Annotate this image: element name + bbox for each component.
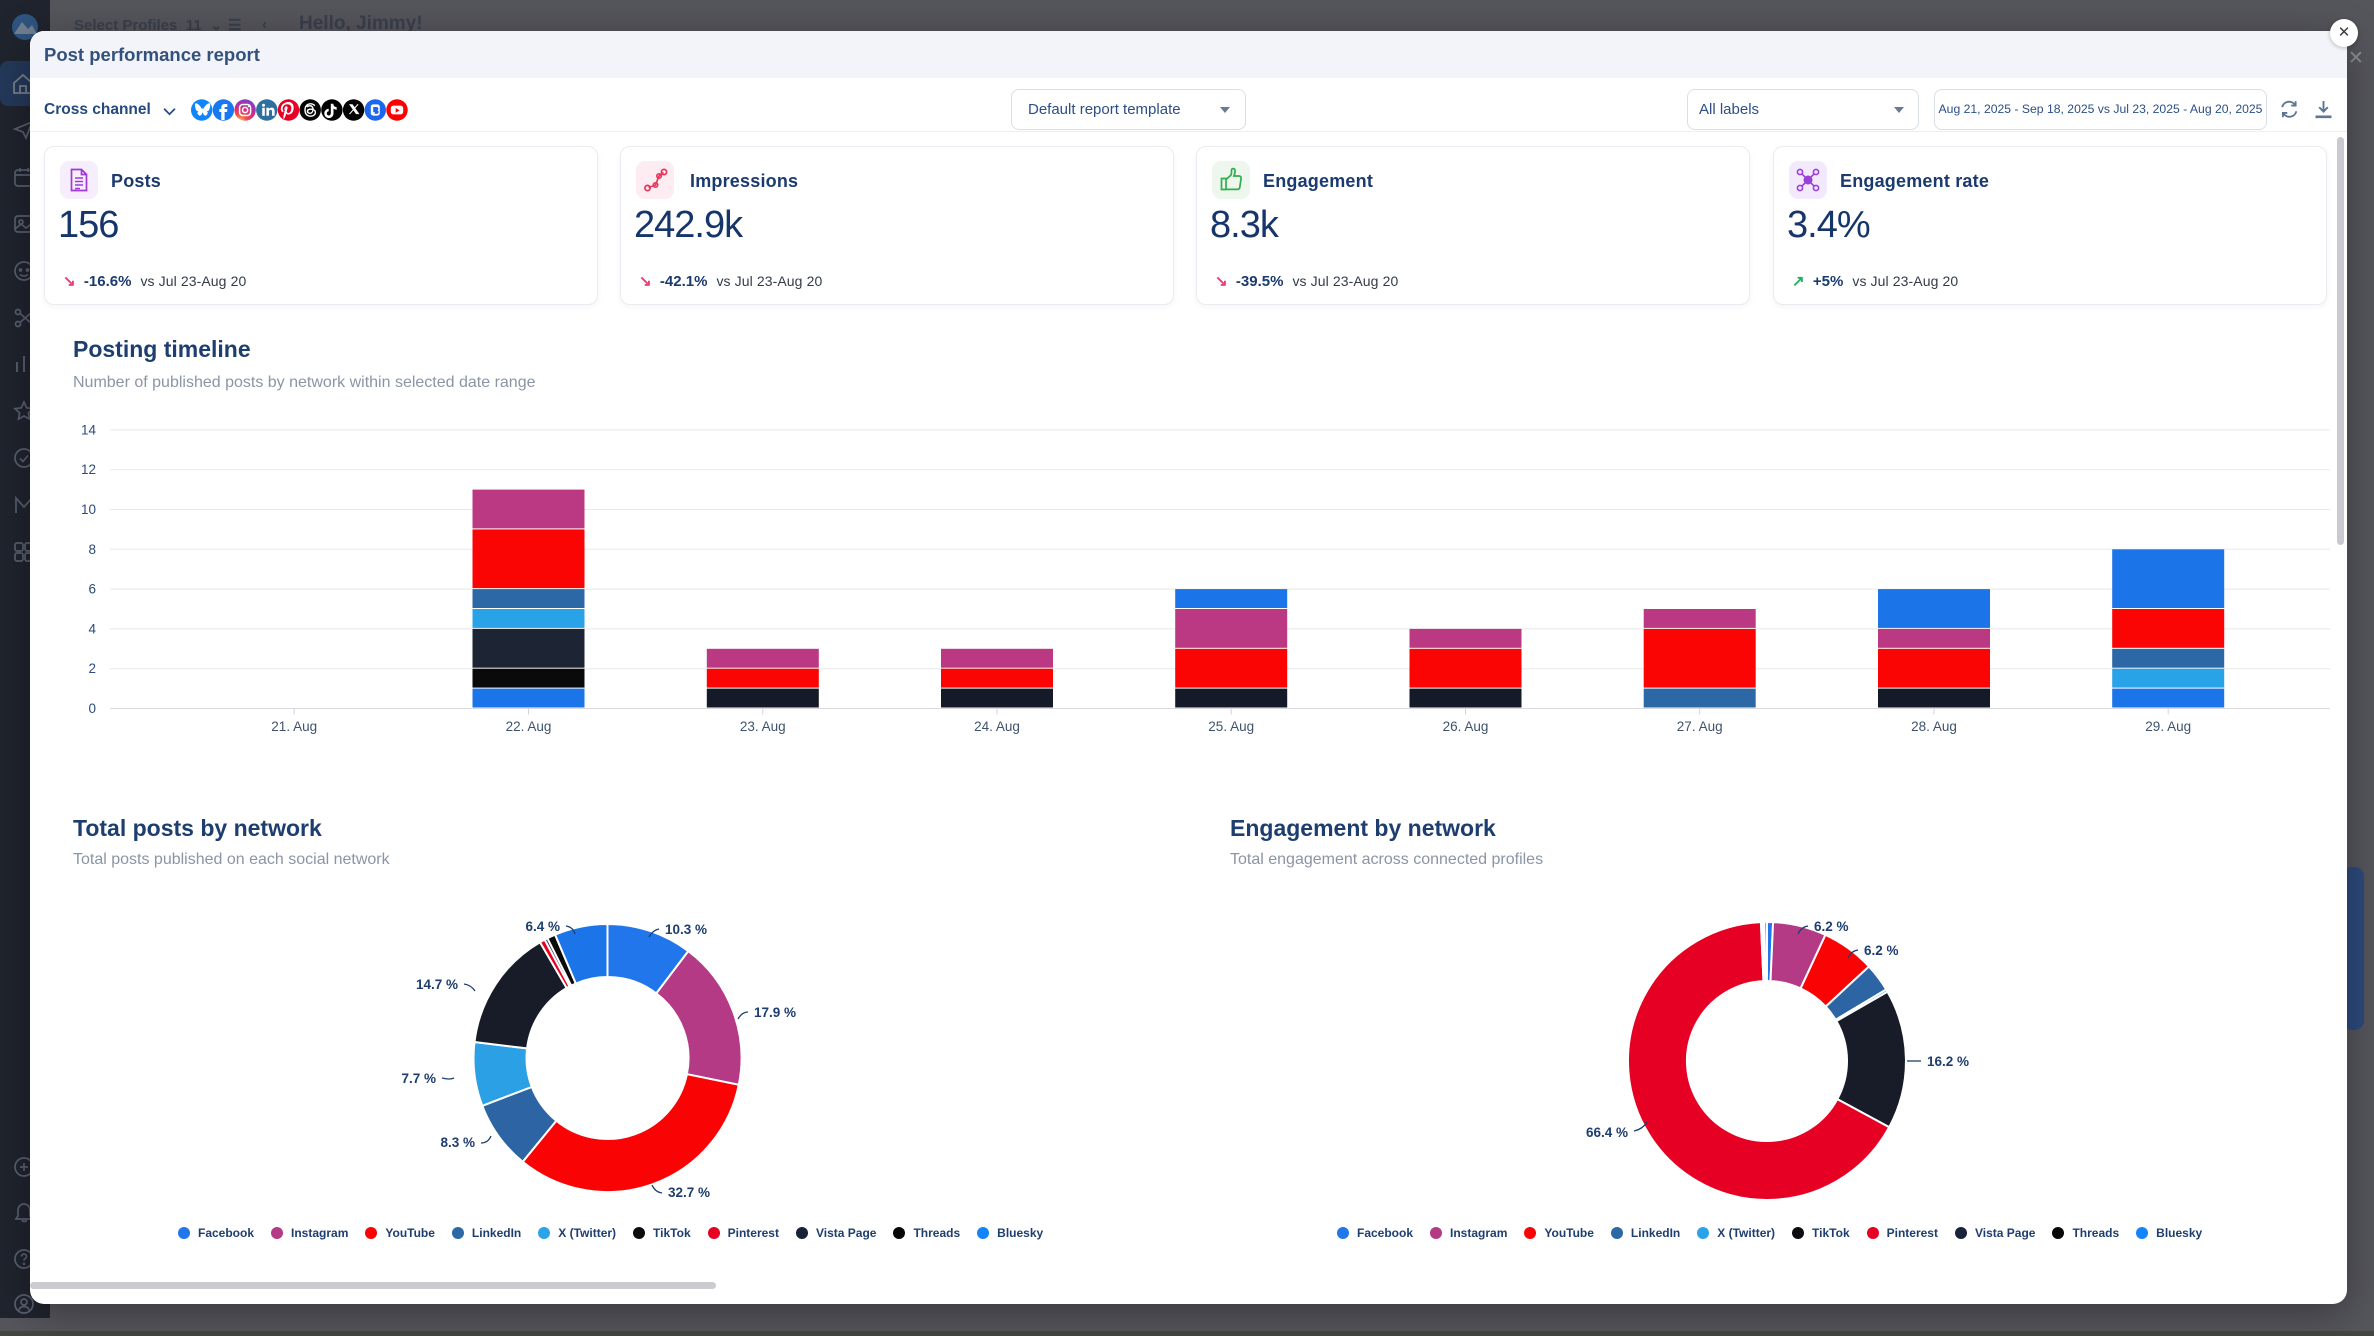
svg-text:6.4 %: 6.4 % xyxy=(525,919,560,934)
svg-text:17.9 %: 17.9 % xyxy=(754,1005,796,1020)
svg-text:24. Aug: 24. Aug xyxy=(974,719,1020,734)
svg-text:14.7 %: 14.7 % xyxy=(416,977,458,992)
svg-text:12: 12 xyxy=(81,462,96,477)
svg-text:2: 2 xyxy=(88,661,96,676)
svg-text:10: 10 xyxy=(81,502,96,517)
svg-text:4: 4 xyxy=(88,621,96,636)
svg-text:8: 8 xyxy=(88,542,96,557)
svg-text:32.7 %: 32.7 % xyxy=(668,1185,710,1200)
svg-text:22. Aug: 22. Aug xyxy=(506,719,552,734)
svg-text:28. Aug: 28. Aug xyxy=(1911,719,1957,734)
svg-text:14: 14 xyxy=(81,422,97,437)
svg-text:21. Aug: 21. Aug xyxy=(271,719,317,734)
svg-text:16.2 %: 16.2 % xyxy=(1927,1054,1969,1069)
svg-text:25. Aug: 25. Aug xyxy=(1208,719,1254,734)
svg-text:0: 0 xyxy=(88,701,96,716)
svg-text:23. Aug: 23. Aug xyxy=(740,719,786,734)
svg-text:8.3 %: 8.3 % xyxy=(440,1135,475,1150)
svg-text:7.7 %: 7.7 % xyxy=(401,1071,436,1086)
svg-text:10.3 %: 10.3 % xyxy=(665,922,707,937)
svg-text:6: 6 xyxy=(88,582,96,597)
svg-text:6.2 %: 6.2 % xyxy=(1864,943,1899,958)
svg-text:27. Aug: 27. Aug xyxy=(1677,719,1723,734)
svg-text:66.4 %: 66.4 % xyxy=(1586,1125,1628,1140)
svg-text:26. Aug: 26. Aug xyxy=(1443,719,1489,734)
svg-text:6.2 %: 6.2 % xyxy=(1814,919,1849,934)
svg-text:29. Aug: 29. Aug xyxy=(2145,719,2191,734)
